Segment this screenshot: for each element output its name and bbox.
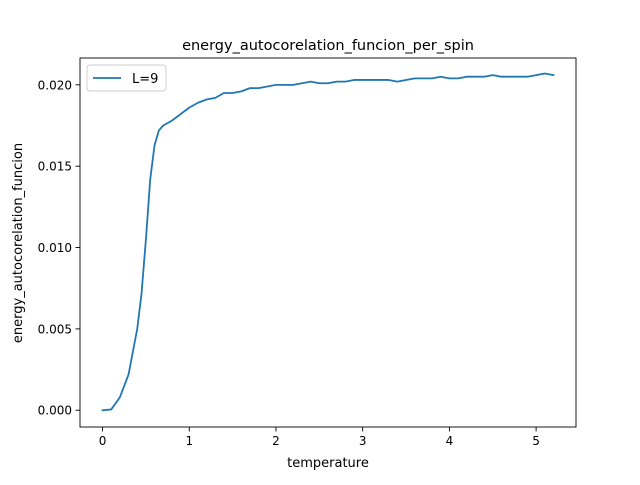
series-layer	[101, 72, 555, 412]
y-axis-ticks: 0.000 0.005 0.010 0.015 0.020	[38, 78, 80, 418]
y-tick-label: 0.000	[38, 404, 72, 418]
chart-title: energy_autocorelation_funcion_per_spin	[182, 38, 474, 54]
x-tick-label: 5	[532, 434, 540, 448]
y-tick-label: 0.005	[38, 322, 72, 336]
y-axis-label: energy_autocorelation_funcion	[11, 143, 26, 343]
x-tick-label: 0	[99, 434, 107, 448]
legend-frame	[86, 64, 167, 92]
x-tick-label: 2	[272, 434, 280, 448]
legend: L=9	[86, 64, 167, 92]
y-tick-label: 0.010	[38, 241, 72, 255]
axes-frame	[79, 57, 577, 428]
x-tick-label: 4	[446, 434, 454, 448]
x-tick-label: 3	[359, 434, 367, 448]
plot-area: 0 1 2 3 4 5 0.000 0.005 0.010 0.015 0.020	[38, 57, 577, 448]
y-tick-label: 0.015	[38, 160, 72, 174]
x-axis-ticks: 0 1 2 3 4 5	[99, 427, 540, 448]
x-tick-label: 1	[185, 434, 193, 448]
x-axis-label: temperature	[287, 456, 369, 471]
legend-label-l9: L=9	[132, 72, 158, 87]
y-tick-label: 0.020	[38, 78, 72, 92]
series-line-0	[101, 72, 555, 412]
